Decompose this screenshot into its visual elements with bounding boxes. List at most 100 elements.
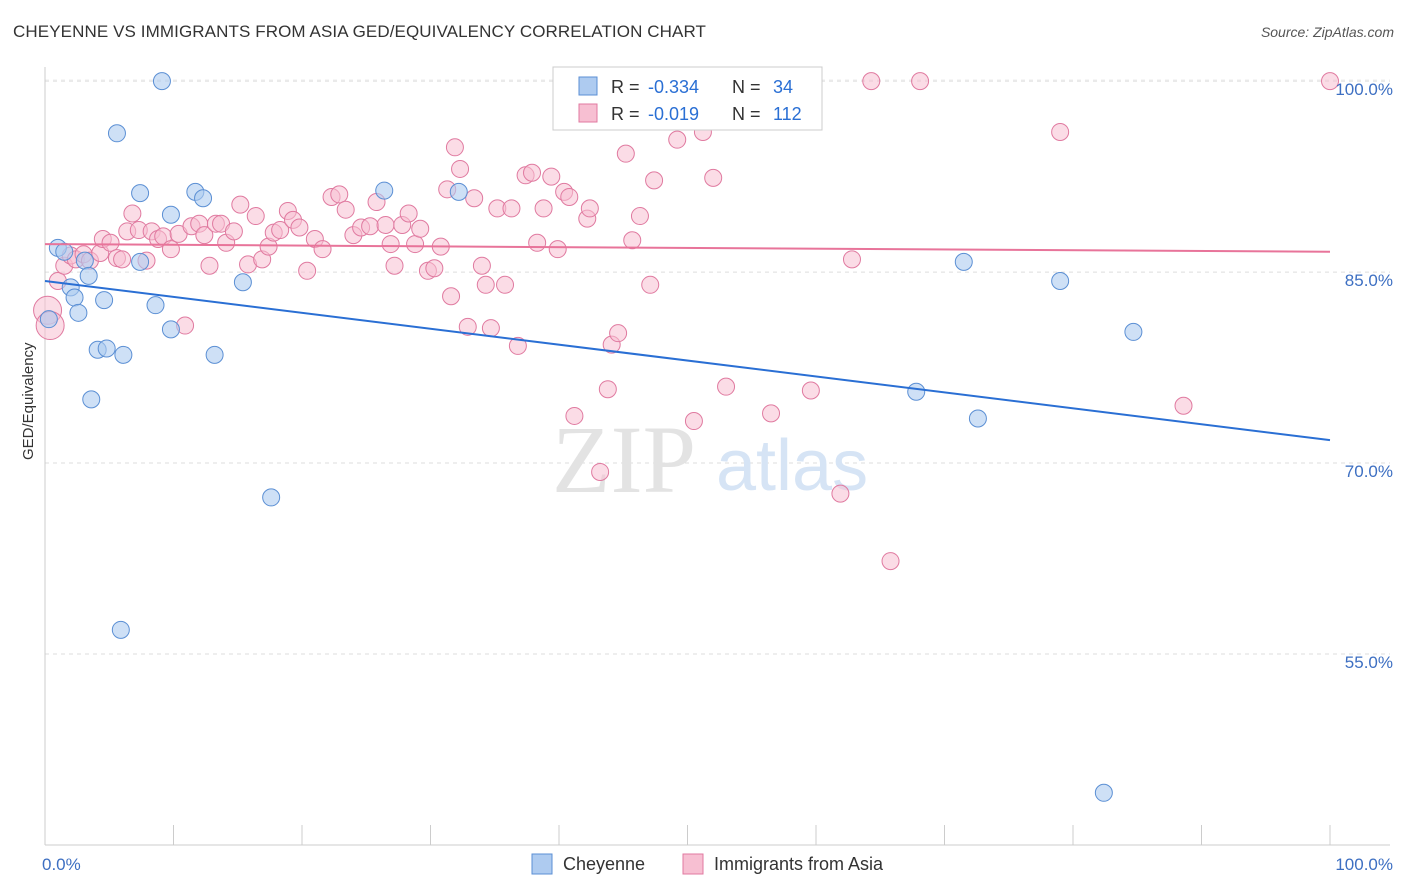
- bottom-legend-label-cheyenne: Cheyenne: [563, 854, 645, 874]
- y-tick-label-3: 55.0%: [1345, 653, 1393, 672]
- series-immigrants-from-asia-points: [33, 72, 1339, 571]
- cheyenne-point-28: [907, 382, 926, 401]
- asia-point-30: [224, 222, 243, 241]
- asia-point-72: [502, 199, 521, 218]
- legend-n-value-cheyenne: 34: [773, 77, 793, 97]
- trend-lines: [44, 243, 1331, 442]
- cheyenne-point-25: [262, 488, 281, 507]
- asia-point-93: [645, 171, 664, 190]
- asia-point-41: [298, 261, 317, 280]
- bottom-legend-label-asia: Immigrants from Asia: [714, 854, 884, 874]
- correlation-legend-box: [552, 66, 823, 131]
- series-legend: Cheyenne Immigrants from Asia: [531, 853, 884, 875]
- cheyenne-point-19: [161, 205, 180, 224]
- asia-point-62: [442, 287, 461, 306]
- cheyenne-point-6: [75, 251, 94, 270]
- legend-r-label-asia: R =: [611, 104, 640, 124]
- asia-point-55: [399, 204, 418, 223]
- asia-point-97: [704, 168, 723, 187]
- bottom-legend-swatch-asia: [682, 853, 704, 875]
- legend-r-value-asia: -0.019: [648, 104, 699, 124]
- legend-swatch-asia: [578, 103, 598, 123]
- trend-line-cheyenne: [44, 279, 1331, 442]
- cheyenne-point-23: [205, 345, 224, 364]
- asia-point-79: [548, 240, 567, 259]
- cheyenne-point-17: [146, 296, 165, 315]
- x-tick-label-1: 100.0%: [1335, 855, 1393, 874]
- asia-point-71: [496, 275, 515, 294]
- asia-point-67: [472, 256, 491, 275]
- trend-line-immigrants-from-asia: [44, 243, 1331, 253]
- chart-title: CHEYENNE VS IMMIGRANTS FROM ASIA GED/EQU…: [13, 22, 707, 41]
- asia-point-51: [376, 215, 395, 234]
- asia-point-63: [445, 138, 464, 157]
- legend-r-label-cheyenne: R =: [611, 77, 640, 97]
- asia-point-88: [609, 324, 628, 343]
- cheyenne-point-15: [131, 252, 150, 271]
- asia-point-81: [560, 187, 579, 206]
- asia-point-46: [336, 200, 355, 219]
- asia-point-105: [881, 552, 900, 571]
- asia-point-91: [630, 207, 649, 226]
- cheyenne-point-29: [954, 252, 973, 271]
- asia-point-68: [476, 275, 495, 294]
- cheyenne-point-32: [1094, 783, 1113, 802]
- asia-point-103: [842, 250, 861, 269]
- asia-point-43: [313, 240, 332, 259]
- watermark: ZIP atlas: [552, 406, 868, 513]
- asia-point-82: [565, 406, 584, 425]
- asia-point-94: [668, 130, 687, 149]
- asia-point-14: [123, 204, 142, 223]
- asia-point-107: [1051, 123, 1070, 142]
- legend-n-label-asia: N =: [732, 104, 761, 124]
- asia-point-37: [271, 221, 290, 240]
- cheyenne-point-30: [968, 409, 987, 428]
- asia-point-57: [411, 219, 430, 238]
- tick-labels: 100.0% 85.0% 70.0% 55.0% 0.0% 100.0%: [42, 80, 1393, 874]
- asia-point-100: [762, 404, 781, 423]
- cheyenne-point-20: [161, 320, 180, 339]
- asia-point-106: [911, 72, 930, 91]
- asia-point-76: [528, 233, 547, 252]
- cheyenne-point-8: [82, 390, 101, 409]
- asia-point-20: [161, 240, 180, 259]
- y-tick-label-1: 85.0%: [1345, 271, 1393, 290]
- cheyenne-point-33: [1124, 322, 1143, 341]
- asia-point-12: [113, 250, 132, 269]
- asia-point-101: [801, 381, 820, 400]
- legend-n-label-cheyenne: N =: [732, 77, 761, 97]
- cheyenne-point-26: [375, 181, 394, 200]
- asia-point-52: [381, 235, 400, 254]
- cheyenne-point-16: [131, 184, 150, 203]
- legend-n-value-asia: 112: [773, 104, 802, 124]
- cheyenne-point-27: [449, 182, 468, 201]
- asia-point-64: [451, 159, 470, 178]
- cheyenne-point-7: [79, 266, 98, 285]
- asia-point-89: [616, 144, 635, 163]
- series-cheyenne-points: [39, 72, 1143, 802]
- asia-point-69: [481, 319, 500, 338]
- cheyenne-point-4: [65, 288, 84, 307]
- asia-point-78: [542, 167, 561, 186]
- cheyenne-point-11: [97, 339, 116, 358]
- source-label: Source: ZipAtlas.com: [1260, 24, 1394, 40]
- asia-point-75: [523, 163, 542, 182]
- asia-point-10: [101, 233, 120, 252]
- cheyenne-point-31: [1051, 271, 1070, 290]
- x-tick-label-0: 0.0%: [42, 855, 81, 874]
- cheyenne-point-24: [233, 273, 252, 292]
- asia-point-108: [1174, 396, 1193, 415]
- asia-point-65: [458, 317, 477, 336]
- cheyenne-point-12: [107, 124, 126, 143]
- cheyenne-point-14: [114, 345, 133, 364]
- legend-swatch-cheyenne: [578, 76, 598, 96]
- cheyenne-point-10: [95, 291, 114, 310]
- y-tick-label-0: 100.0%: [1335, 80, 1393, 99]
- asia-point-33: [246, 207, 265, 226]
- cheyenne-point-22: [194, 189, 213, 208]
- axes: [44, 67, 1390, 846]
- asia-point-59: [425, 259, 444, 278]
- legend-r-value-cheyenne: -0.334: [648, 77, 699, 97]
- cheyenne-point-2: [55, 242, 74, 261]
